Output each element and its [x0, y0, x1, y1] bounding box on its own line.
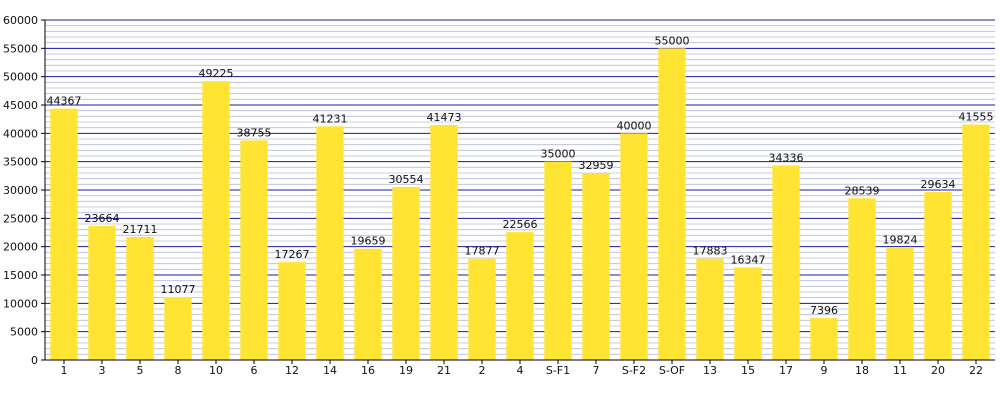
- data-label: 40000: [617, 119, 652, 132]
- x-tick-label: 5: [137, 364, 144, 377]
- data-label: 34336: [769, 151, 804, 164]
- y-tick-label: 0: [31, 354, 38, 367]
- data-label: 28539: [845, 184, 880, 197]
- x-tick-label: 13: [703, 364, 717, 377]
- data-label: 17267: [275, 248, 310, 261]
- x-tick-label: 20: [931, 364, 945, 377]
- x-tick-label: 15: [741, 364, 755, 377]
- bar: [468, 258, 496, 360]
- data-label: 22566: [503, 218, 538, 231]
- data-label: 41555: [959, 111, 994, 124]
- x-tick-label: 16: [361, 364, 375, 377]
- x-tick-label: S-F2: [622, 364, 646, 377]
- x-tick-label: 17: [779, 364, 793, 377]
- data-label: 32959: [579, 159, 614, 172]
- bar: [430, 124, 458, 361]
- data-label: 41231: [313, 112, 348, 125]
- x-tick-label: 2: [479, 364, 486, 377]
- x-tick-label: 11: [893, 364, 907, 377]
- x-tick-label: 9: [821, 364, 828, 377]
- bar: [772, 165, 800, 360]
- bar: [886, 247, 914, 360]
- bar: [316, 126, 344, 360]
- x-tick-label: 14: [323, 364, 337, 377]
- bar: [658, 48, 686, 360]
- y-tick-label: 25000: [3, 212, 38, 225]
- x-tick-label: 8: [175, 364, 182, 377]
- bar: [734, 267, 762, 360]
- bar: [240, 140, 268, 360]
- x-tick-label: 3: [99, 364, 106, 377]
- bar: [810, 318, 838, 360]
- y-tick-label: 50000: [3, 71, 38, 84]
- bar: [88, 225, 116, 360]
- x-tick-label: 7: [593, 364, 600, 377]
- x-tick-label: 6: [251, 364, 258, 377]
- bar: [962, 124, 990, 360]
- bar: [126, 236, 154, 360]
- bar: [278, 262, 306, 360]
- x-axis-tick-labels: 1 3 5 8 10 6 12 14 16 19 21 2 4 S-F1 7 S-F2 S-OF 13 15 17 9 1…: [61, 364, 984, 377]
- data-label: 23664: [85, 212, 120, 225]
- data-label: 38755: [237, 126, 272, 139]
- x-tick-label: 21: [437, 364, 451, 377]
- y-tick-label: 20000: [3, 241, 38, 254]
- y-tick-label: 10000: [3, 297, 38, 310]
- bar: [582, 173, 610, 360]
- y-axis-tick-labels: 0 5000 10000 15000 20000 25000 30000 35000 40000…: [3, 14, 38, 367]
- x-tick-label: 12: [285, 364, 299, 377]
- y-tick-label: 60000: [3, 14, 38, 27]
- y-tick-label: 5000: [10, 326, 38, 339]
- y-tick-label: 35000: [3, 156, 38, 169]
- axes: [41, 19, 995, 364]
- data-label: 49225: [199, 67, 234, 80]
- bar: [164, 297, 192, 360]
- x-tick-label: S-OF: [659, 364, 685, 377]
- data-label: 19659: [351, 235, 386, 248]
- data-label: 35000: [541, 148, 576, 161]
- x-tick-label: 18: [855, 364, 869, 377]
- data-label: 29634: [921, 178, 956, 191]
- data-label: 17877: [465, 245, 500, 258]
- y-tick-label: 40000: [3, 127, 38, 140]
- bar: [848, 198, 876, 360]
- bar: [506, 232, 534, 360]
- x-tick-label: 22: [969, 364, 983, 377]
- data-label: 55000: [655, 34, 690, 47]
- data-label: 17883: [693, 245, 728, 258]
- data-label: 21711: [123, 223, 158, 236]
- y-tick-label: 55000: [3, 42, 38, 55]
- x-tick-label: 10: [209, 364, 223, 377]
- data-label: 19824: [883, 234, 918, 247]
- x-tick-label: S-F1: [546, 364, 570, 377]
- data-label: 41473: [427, 111, 462, 124]
- data-label: 11077: [161, 283, 196, 296]
- data-label: 16347: [731, 253, 766, 266]
- data-label: 30554: [389, 173, 424, 186]
- y-tick-label: 15000: [3, 269, 38, 282]
- bar: [924, 192, 952, 360]
- bar: [696, 258, 724, 360]
- bar: [50, 108, 78, 360]
- x-tick-label: 19: [399, 364, 413, 377]
- y-tick-label: 45000: [3, 99, 38, 112]
- bar: [620, 133, 648, 360]
- data-label: 44367: [47, 95, 82, 108]
- y-tick-label: 30000: [3, 184, 38, 197]
- x-tick-label: 1: [61, 364, 68, 377]
- bar: [544, 161, 572, 360]
- bar: [354, 248, 382, 360]
- x-tick-label: 4: [517, 364, 524, 377]
- bar: [392, 186, 420, 360]
- bar-series: [50, 48, 990, 361]
- bar: [202, 81, 230, 360]
- data-label: 7396: [810, 304, 838, 317]
